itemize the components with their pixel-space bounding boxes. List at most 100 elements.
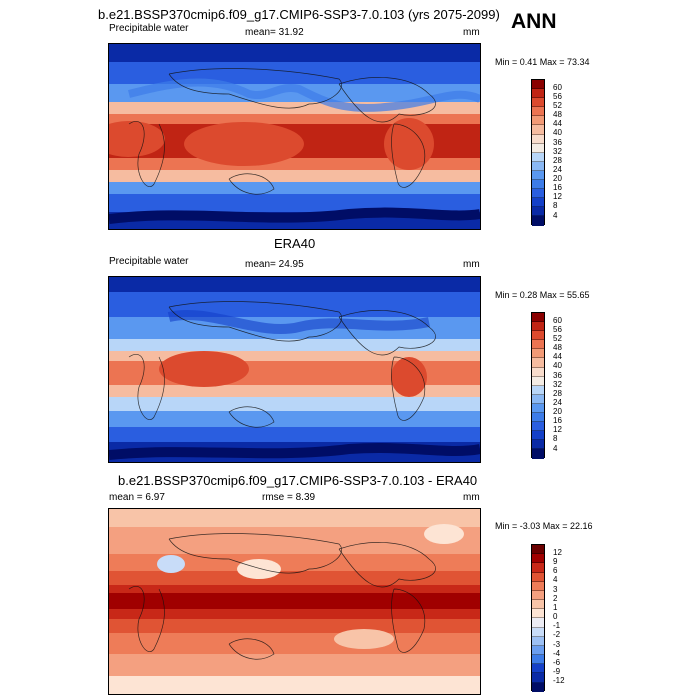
cbar3-label: -2 [553, 630, 561, 639]
cbar1-label: 8 [553, 201, 558, 210]
cbar3-label: 9 [553, 557, 558, 566]
cbar1-label: 24 [553, 165, 562, 174]
cbar3-swatch [532, 664, 544, 674]
cbar1-label: 16 [553, 183, 562, 192]
panel1-minmax: Min = 0.41 Max = 73.34 [495, 57, 590, 67]
cbar2-swatch [532, 376, 544, 386]
cbar3-swatch [532, 572, 544, 582]
cbar2-swatch [532, 422, 544, 432]
cbar3-label: 3 [553, 585, 558, 594]
panel1-mean: mean= 31.92 [245, 27, 304, 38]
cbar2-label: 8 [553, 434, 558, 443]
cbar2-swatch [532, 358, 544, 368]
cbar3-swatch [532, 563, 544, 573]
cbar3-swatch [532, 645, 544, 656]
cbar3-label: -4 [553, 649, 561, 658]
cbar1-swatch [532, 161, 544, 171]
cbar1-swatch [532, 116, 544, 126]
panel1-map [108, 43, 481, 230]
cbar1-swatch [532, 107, 544, 117]
cbar1-label: 12 [553, 192, 562, 201]
cbar2-swatch [532, 449, 544, 459]
cbar2-swatch [532, 322, 544, 332]
cbar3-swatch [532, 618, 544, 628]
cbar2-swatch [532, 431, 544, 441]
cbar3-label: -9 [553, 667, 561, 676]
cbar1-swatch [532, 170, 544, 181]
cbar3-swatch [532, 590, 544, 601]
cbar2-swatch [532, 394, 544, 404]
cbar2-swatch [532, 331, 544, 341]
cbar3-label: 2 [553, 594, 558, 603]
cbar1-label: 36 [553, 138, 562, 147]
panel3-map [108, 508, 481, 695]
panel3-heading: b.e21.BSSP370cmip6.f09_g17.CMIP6-SSP3-7.… [118, 473, 478, 488]
cbar2-swatch [532, 440, 544, 450]
cbar3-swatch [532, 545, 544, 555]
panel1-variable: Precipitable water [109, 23, 189, 34]
cbar3-swatch [532, 636, 544, 646]
cbar2-label: 4 [553, 444, 558, 453]
panel2-minmax: Min = 0.28 Max = 55.65 [495, 290, 590, 300]
cbar1-label: 4 [553, 211, 558, 220]
cbar2-swatch [532, 403, 544, 414]
cbar3-swatch [532, 554, 544, 564]
cbar1-label: 56 [553, 92, 562, 101]
cbar3-swatch [532, 682, 544, 692]
cbar1-swatch [532, 98, 544, 108]
cbar2-label: 24 [553, 398, 562, 407]
panel3-colorbar [531, 544, 545, 692]
cbar3-swatch [532, 673, 544, 683]
cbar3-label: 1 [553, 603, 558, 612]
panel2-map [108, 276, 481, 463]
cbar2-label: 32 [553, 380, 562, 389]
panel1-colorbar [531, 79, 545, 226]
cbar2-label: 40 [553, 361, 562, 370]
cbar3-label: 12 [553, 548, 562, 557]
panel3-map-svg [109, 509, 480, 694]
cbar1-swatch [532, 207, 544, 217]
cbar2-swatch [532, 413, 544, 423]
cbar1-swatch [532, 143, 544, 153]
panel3-mean: mean = 6.97 [109, 492, 165, 503]
cbar3-swatch [532, 581, 544, 591]
cbar3-swatch [532, 627, 544, 637]
panel2-variable: Precipitable water [109, 256, 189, 267]
cbar1-swatch [532, 189, 544, 199]
cbar2-swatch [532, 313, 544, 323]
cbar2-label: 36 [553, 371, 562, 380]
cbar1-label: 48 [553, 110, 562, 119]
cbar2-swatch [532, 367, 544, 377]
cbar2-label: 48 [553, 343, 562, 352]
panel1-unit: mm [463, 27, 480, 38]
cbar1-label: 28 [553, 156, 562, 165]
cbar1-label: 60 [553, 83, 562, 92]
cbar2-label: 52 [553, 334, 562, 343]
cbar1-label: 20 [553, 174, 562, 183]
cbar2-swatch [532, 340, 544, 350]
cbar3-label: 4 [553, 575, 558, 584]
cbar3-swatch [532, 655, 544, 665]
cbar2-swatch [532, 385, 544, 395]
cbar3-label: 0 [553, 612, 558, 621]
cbar3-label: -1 [553, 621, 561, 630]
season-label: ANN [511, 10, 557, 33]
panel3-minmax: Min = -3.03 Max = 22.16 [495, 521, 593, 531]
cbar1-swatch [532, 180, 544, 190]
cbar2-label: 20 [553, 407, 562, 416]
panel2-map-svg [109, 277, 480, 462]
cbar1-swatch [532, 89, 544, 99]
cbar1-swatch [532, 134, 544, 144]
cbar1-swatch [532, 80, 544, 90]
panel2-heading: ERA40 [274, 236, 316, 251]
cbar2-label: 56 [553, 325, 562, 334]
cbar2-label: 28 [553, 389, 562, 398]
cbar3-label: -6 [553, 658, 561, 667]
cbar1-swatch [532, 216, 544, 226]
cbar1-label: 32 [553, 147, 562, 156]
cbar3-label: 6 [553, 566, 558, 575]
cbar1-swatch [532, 198, 544, 208]
cbar1-label: 52 [553, 101, 562, 110]
cbar2-label: 16 [553, 416, 562, 425]
cbar1-swatch [532, 152, 544, 162]
